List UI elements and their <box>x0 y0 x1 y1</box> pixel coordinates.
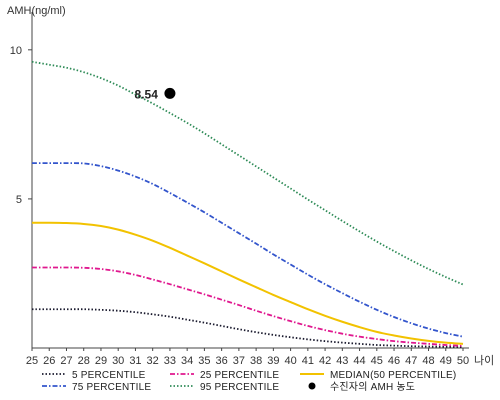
x-tick-label: 47 <box>405 355 417 367</box>
x-tick-label: 34 <box>181 355 193 367</box>
x-tick-label: 25 <box>26 355 38 367</box>
series-line-5-percentile <box>32 308 464 349</box>
legend-swatch-patient-amh <box>308 382 316 390</box>
x-tick-label: 40 <box>284 355 296 367</box>
x-tick-label: 49 <box>440 355 452 367</box>
x-tick-label: 28 <box>78 355 90 367</box>
series-layer <box>31 60 464 349</box>
x-tick-label: 27 <box>60 355 72 367</box>
x-tick-label: 37 <box>233 355 245 367</box>
legend-label-median-50-percentile: MEDIAN(50 PERCENTILE) <box>330 370 456 381</box>
legend-label-amh: 수진자의 AMH 농도 <box>330 381 415 393</box>
legend-label-5-percentile: 5 PERCENTILE <box>72 370 146 381</box>
marker-layer: 8.54 <box>135 87 176 101</box>
x-tick-label: 50 <box>457 355 469 367</box>
series-line-25-percentile <box>31 266 464 347</box>
patient-amh-value-label: 8.54 <box>135 87 159 101</box>
y-tick-label: 10 <box>10 45 22 57</box>
patient-amh-point <box>164 87 176 99</box>
x-tick-label: 30 <box>112 355 124 367</box>
x-tick-label: 45 <box>371 355 383 367</box>
x-tick-label: 32 <box>147 355 159 367</box>
x-tick-label: 41 <box>302 355 314 367</box>
x-tick-label: 44 <box>353 355 365 367</box>
legend-label-25-percentile: 25 PERCENTILE <box>200 370 279 381</box>
x-tick-label: 42 <box>319 355 331 367</box>
y-tick-label: 5 <box>16 194 22 206</box>
legend-label-75-percentile: 75 PERCENTILE <box>72 382 151 393</box>
x-tick-label: 48 <box>422 355 434 367</box>
x-tick-label: 33 <box>164 355 176 367</box>
x-tick-label: 36 <box>216 355 228 367</box>
legend-label-95-percentile: 95 PERCENTILE <box>200 382 279 393</box>
x-tick-label: 31 <box>129 355 141 367</box>
x-tick-label: 38 <box>250 355 262 367</box>
y-axis-title: AMH(ng/ml) <box>7 5 66 17</box>
x-axis-title: 나이 <box>474 354 494 367</box>
series-line-75-percentile <box>32 162 464 338</box>
x-tick-label: 26 <box>43 355 55 367</box>
legend: 5 PERCENTILE 25 PERCENTILE MEDIAN(50 PERCE… <box>42 370 456 393</box>
series-line-95-percentile <box>31 60 464 286</box>
x-tick-label: 35 <box>198 355 210 367</box>
x-tick-label: 46 <box>388 355 400 367</box>
axes: 5 10 25 26 27 28 29 30 31 32 33 34 35 36 37 38 39 40 41 42 4… <box>10 12 469 367</box>
x-tick-label: 29 <box>95 355 107 367</box>
x-tick-label: 43 <box>336 355 348 367</box>
x-tick-label: 39 <box>267 355 279 367</box>
series-line-median-50-percentile <box>31 221 464 345</box>
